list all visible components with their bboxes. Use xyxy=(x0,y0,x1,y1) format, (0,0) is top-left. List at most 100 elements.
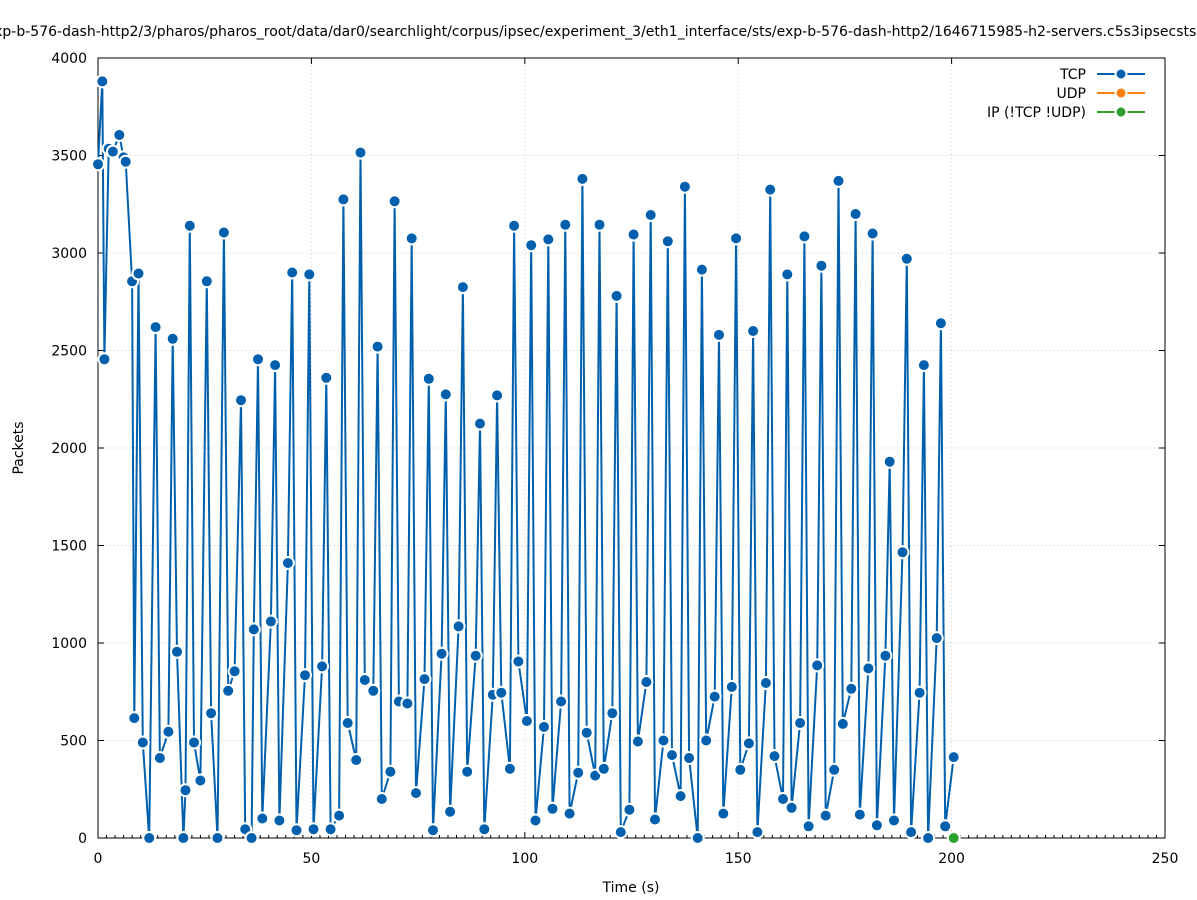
data-point xyxy=(353,145,368,160)
data-point xyxy=(524,238,539,253)
series-line xyxy=(97,80,955,839)
legend: TCP UDP IP (!TCP !UDP) xyxy=(987,67,1145,121)
data-point xyxy=(370,339,385,354)
data-point xyxy=(127,711,142,726)
data-point xyxy=(793,716,808,730)
x-tick-label: 50 xyxy=(302,851,320,867)
x-tick-label: 200 xyxy=(938,851,965,867)
data-point xyxy=(302,267,317,282)
data-point xyxy=(319,370,334,385)
data-point xyxy=(562,806,577,821)
data-point xyxy=(417,672,432,687)
data-point xyxy=(946,831,961,845)
data-point xyxy=(665,748,679,763)
data-point xyxy=(904,825,919,840)
data-point xyxy=(298,668,312,683)
y-tick-label: 1500 xyxy=(51,539,87,555)
data-point xyxy=(810,658,825,673)
data-point xyxy=(306,822,321,837)
data-point xyxy=(921,831,936,845)
data-point xyxy=(366,683,381,698)
data-point xyxy=(776,792,790,806)
data-point xyxy=(660,234,675,249)
data-point xyxy=(537,719,551,734)
data-point xyxy=(383,764,398,779)
data-point xyxy=(878,648,893,663)
data-point xyxy=(170,644,184,659)
legend-label: IP (!TCP !UDP) xyxy=(987,105,1086,121)
y-axis-label: Packets xyxy=(11,421,27,474)
data-point xyxy=(182,218,197,233)
data-point xyxy=(818,808,833,823)
data-point xyxy=(630,734,645,749)
series-ip-tcp-udp- xyxy=(946,831,961,845)
data-point xyxy=(733,762,748,777)
data-point xyxy=(784,800,799,815)
x-tick-label: 250 xyxy=(1152,851,1179,867)
data-point xyxy=(648,812,662,827)
data-point xyxy=(643,208,658,222)
data-point xyxy=(545,801,560,816)
data-point xyxy=(724,679,739,694)
y-tick-label: 0 xyxy=(78,831,87,847)
data-point xyxy=(746,324,761,338)
data-point xyxy=(323,822,338,837)
data-point xyxy=(178,783,193,798)
x-tick-label: 150 xyxy=(725,851,752,867)
data-point xyxy=(176,831,191,845)
data-point xyxy=(438,387,453,402)
data-point xyxy=(844,681,859,696)
data-point xyxy=(507,218,522,233)
y-tick-label: 500 xyxy=(60,734,87,750)
data-point xyxy=(105,144,120,159)
data-point xyxy=(421,371,436,386)
data-point xyxy=(750,825,765,840)
data-point xyxy=(511,654,526,669)
data-point xyxy=(404,231,419,246)
data-point xyxy=(887,813,901,828)
data-point xyxy=(118,154,133,169)
data-point xyxy=(933,316,948,331)
data-point xyxy=(801,819,816,834)
data-point xyxy=(605,706,620,721)
y-tick-label: 1000 xyxy=(51,636,87,652)
data-point xyxy=(374,792,389,806)
data-point xyxy=(541,232,556,247)
data-point xyxy=(289,823,304,838)
data-point xyxy=(528,813,543,828)
data-point xyxy=(554,694,569,709)
data-point xyxy=(656,733,671,748)
data-point xyxy=(161,724,176,739)
data-point xyxy=(780,267,795,282)
data-point xyxy=(673,789,688,804)
data-point xyxy=(729,231,744,246)
data-point xyxy=(895,545,910,560)
x-tick-label: 0 xyxy=(94,851,103,867)
data-point xyxy=(234,393,248,408)
data-point xyxy=(690,831,705,845)
legend-label: UDP xyxy=(1057,86,1086,102)
data-point xyxy=(861,661,876,676)
data-point xyxy=(579,725,594,740)
data-point xyxy=(112,128,127,142)
data-point xyxy=(882,454,897,469)
data-point xyxy=(741,736,756,751)
data-point xyxy=(622,802,637,817)
data-point xyxy=(899,251,914,266)
data-point xyxy=(592,217,607,232)
y-tick-label: 3500 xyxy=(51,149,87,165)
data-point xyxy=(199,274,214,289)
data-point xyxy=(473,416,487,431)
data-point xyxy=(336,192,351,207)
data-point xyxy=(460,764,475,779)
data-point xyxy=(280,556,295,570)
data-point xyxy=(946,750,961,765)
data-point xyxy=(626,227,641,242)
data-point xyxy=(694,262,709,277)
data-point xyxy=(477,822,492,837)
data-point xyxy=(716,806,731,821)
data-point xyxy=(340,716,355,730)
data-point xyxy=(758,676,773,690)
data-point xyxy=(210,831,225,845)
